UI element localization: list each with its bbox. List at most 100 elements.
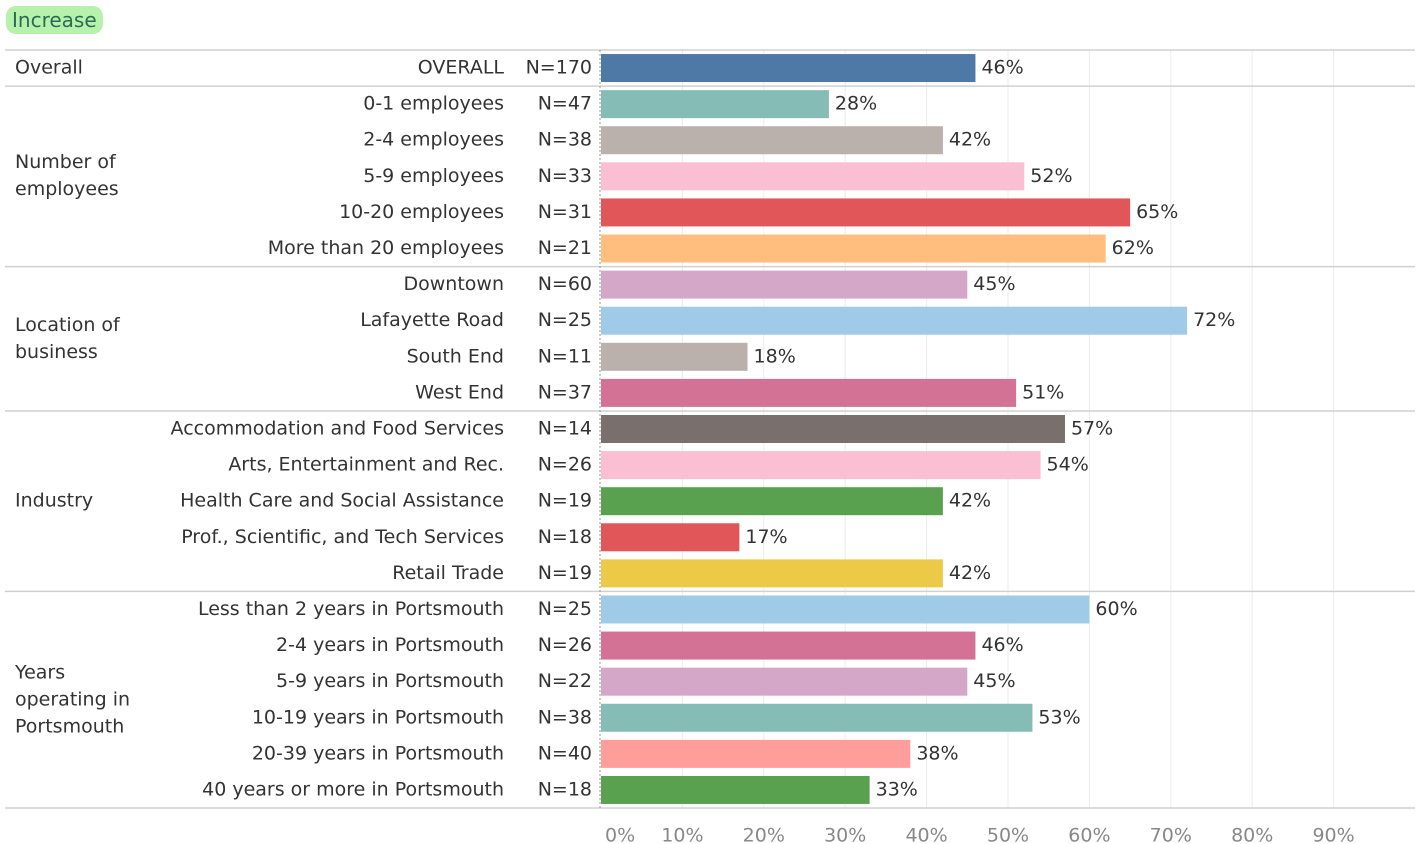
- value-label: 45%: [973, 273, 1015, 295]
- n-label: N=31: [538, 201, 592, 223]
- value-label: 28%: [835, 93, 877, 115]
- n-label: N=25: [538, 309, 592, 331]
- value-label: 53%: [1038, 706, 1080, 728]
- bar: [601, 415, 1065, 443]
- n-label: N=170: [526, 57, 592, 79]
- n-label: N=21: [538, 237, 592, 259]
- category-label: 10-20 employees: [339, 201, 504, 223]
- n-label: N=18: [538, 778, 592, 800]
- x-tick-label: 80%: [1231, 825, 1273, 844]
- category-label: Arts, Entertainment and Rec.: [228, 454, 504, 476]
- category-label: OVERALL: [418, 57, 505, 79]
- category-label: Less than 2 years in Portsmouth: [198, 598, 504, 620]
- value-label: 38%: [916, 742, 958, 764]
- x-tick-label: 60%: [1068, 825, 1110, 844]
- bar: [601, 775, 870, 804]
- category-label: 2-4 employees: [363, 129, 504, 151]
- x-tick-label: 0%: [605, 825, 635, 844]
- bar: [601, 54, 976, 83]
- highlight: Increase: [6, 6, 103, 34]
- bar: [601, 162, 1025, 191]
- category-label: Downtown: [404, 273, 505, 295]
- n-label: N=38: [538, 706, 592, 728]
- category-label: 5-9 employees: [363, 165, 504, 187]
- value-label: 42%: [949, 129, 991, 151]
- bar: [601, 270, 968, 299]
- value-label: 46%: [981, 57, 1023, 79]
- value-label: 54%: [1047, 454, 1089, 476]
- category-label: 0-1 employees: [363, 93, 504, 115]
- n-label: N=47: [538, 93, 592, 115]
- x-tick-label: 50%: [987, 825, 1029, 844]
- group-label: Years operating in Portsmouth: [15, 661, 131, 738]
- n-label: N=38: [538, 129, 592, 151]
- x-tick-label: 40%: [905, 825, 947, 844]
- category-label: 5-9 years in Portsmouth: [276, 670, 504, 692]
- value-label: 17%: [745, 526, 787, 548]
- bar: [601, 234, 1106, 263]
- n-label: N=18: [538, 526, 592, 548]
- bar: [601, 487, 943, 516]
- bar: [601, 451, 1041, 480]
- bar: [601, 667, 968, 696]
- category-label: More than 20 employees: [268, 237, 504, 259]
- bar: [601, 90, 829, 119]
- group-label: Location of business: [15, 313, 120, 363]
- n-label: N=19: [538, 562, 592, 584]
- group-label: Industry: [15, 489, 94, 512]
- category-label: 20-39 years in Portsmouth: [252, 742, 504, 764]
- value-label: 72%: [1193, 309, 1235, 331]
- value-label: 46%: [981, 634, 1023, 656]
- category-label: 40 years or more in Portsmouth: [202, 778, 504, 800]
- bar: [601, 378, 1017, 407]
- x-tick-label: 70%: [1150, 825, 1192, 844]
- x-tick-label: 90%: [1312, 825, 1354, 844]
- n-label: N=25: [538, 598, 592, 620]
- value-label: 51%: [1022, 381, 1064, 403]
- value-label: 42%: [949, 490, 991, 512]
- x-tick-label: 10%: [661, 825, 703, 844]
- value-label: 52%: [1030, 165, 1072, 187]
- n-label: N=60: [538, 273, 592, 295]
- bar: [601, 703, 1033, 732]
- n-label: N=22: [538, 670, 592, 692]
- group-label: Number of employees: [15, 151, 119, 201]
- value-label: 62%: [1112, 237, 1154, 259]
- value-label: 33%: [876, 778, 918, 800]
- n-label: N=11: [538, 345, 592, 367]
- bar: [601, 198, 1131, 227]
- bar: [601, 595, 1090, 624]
- bar: [601, 126, 943, 155]
- category-label: 10-19 years in Portsmouth: [252, 706, 504, 728]
- n-label: N=19: [538, 490, 592, 512]
- n-label: N=26: [538, 634, 592, 656]
- x-tick-label: 20%: [743, 825, 785, 844]
- value-label: 57%: [1071, 418, 1113, 440]
- category-label: Accommodation and Food Services: [171, 418, 504, 440]
- category-label: 2-4 years in Portsmouth: [276, 634, 504, 656]
- value-label: 42%: [949, 562, 991, 584]
- value-label: 60%: [1095, 598, 1137, 620]
- bar: [601, 306, 1188, 335]
- bar: [601, 739, 911, 768]
- x-tick-label: 30%: [824, 825, 866, 844]
- bar: [601, 631, 976, 660]
- category-label: South End: [407, 345, 504, 367]
- bar: [601, 559, 943, 588]
- category-label: Retail Trade: [392, 562, 504, 584]
- category-label: West End: [415, 381, 504, 403]
- n-label: N=33: [538, 165, 592, 187]
- value-label: 45%: [973, 670, 1015, 692]
- category-label: Lafayette Road: [360, 309, 504, 331]
- value-label: 18%: [754, 345, 796, 367]
- category-label: Health Care and Social Assistance: [180, 490, 504, 512]
- n-label: N=40: [538, 742, 592, 764]
- n-label: N=37: [538, 381, 592, 403]
- n-label: N=26: [538, 454, 592, 476]
- group-label: Overall: [15, 56, 83, 79]
- bar: [601, 342, 748, 371]
- value-label: 65%: [1136, 201, 1178, 223]
- bar: [601, 523, 740, 552]
